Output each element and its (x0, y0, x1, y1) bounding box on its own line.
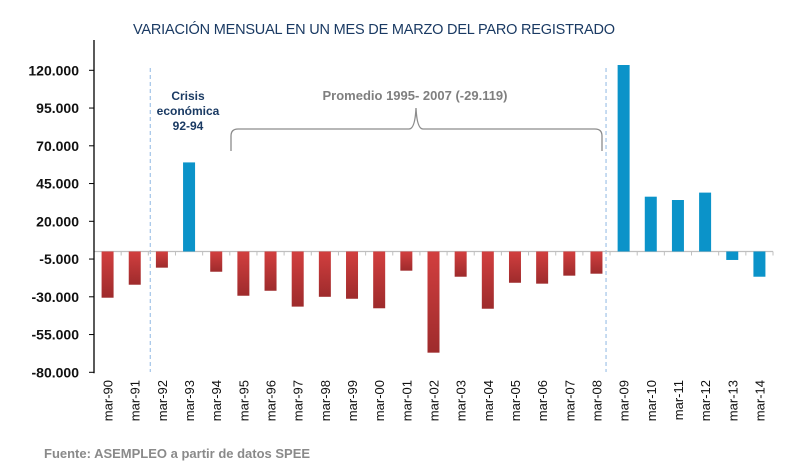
bar-mar-00 (373, 251, 386, 309)
x-tick-label: mar-07 (562, 380, 577, 421)
x-tick-label: mar-05 (508, 380, 523, 421)
y-tick-label: 45.000 (36, 176, 79, 192)
y-axis: 120.000 95.000 70.000 45.000 20.000 -5.000 -30… (28, 40, 95, 380)
x-tick-label: mar-11 (671, 380, 686, 420)
bar-mar-94 (210, 251, 223, 272)
bar-mar-01 (400, 251, 413, 271)
y-tick-label: 120.000 (28, 62, 79, 78)
bar-mar-14 (753, 251, 766, 277)
x-tick-label: mar-13 (725, 380, 740, 421)
y-tick-label: -55.000 (32, 327, 80, 343)
bar-mar-03 (454, 251, 467, 277)
y-tick-label: -80.000 (32, 364, 80, 380)
period-dividers (149, 68, 607, 372)
source-note: Fuente: ASEMPLEO a partir de datos SPEE (44, 446, 311, 461)
x-axis: mar-90 mar-91 mar-92 mar-93 mar-94 mar-95 mar-… (101, 380, 768, 421)
x-tick-label: mar-04 (481, 380, 496, 421)
bar-mar-07 (563, 251, 576, 276)
bar-mar-09 (617, 65, 630, 252)
chart-title: VARIACIÓN MENSUAL EN UN MES DE MARZO DEL… (133, 22, 615, 38)
bar-mar-04 (481, 251, 494, 309)
x-tick-label: mar-00 (372, 380, 387, 421)
crisis-label-line-1: Crisis (171, 89, 205, 103)
x-tick-label: mar-12 (698, 380, 713, 421)
x-tick-label: mar-02 (427, 380, 442, 421)
x-tick-label: mar-92 (155, 380, 170, 421)
bar-mar-95 (237, 251, 250, 296)
y-tick-label: 95.000 (36, 100, 79, 116)
bar-mar-98 (318, 251, 331, 297)
bar-mar-13 (726, 251, 739, 260)
bar-mar-10 (644, 196, 657, 252)
bar-mar-12 (699, 192, 712, 252)
x-tick-label: mar-09 (617, 380, 632, 421)
bars (101, 65, 766, 353)
crisis-label-line-2: económica (157, 104, 220, 118)
x-tick-label: mar-93 (182, 380, 197, 421)
bar-mar-92 (155, 251, 168, 268)
x-tick-label: mar-97 (291, 380, 306, 421)
bar-mar-91 (128, 251, 141, 285)
x-tick-label: mar-10 (644, 380, 659, 421)
x-tick-label: mar-94 (209, 380, 224, 421)
average-label: Promedio 1995- 2007 (-29.119) (323, 88, 508, 103)
y-tick-label: 70.000 (36, 138, 79, 154)
average-brace (230, 107, 603, 151)
x-tick-label: mar-03 (454, 380, 469, 421)
bar-mar-99 (346, 251, 359, 299)
annotations: Crisis económica 92-94 Promedio 1995- 20… (157, 88, 603, 151)
x-tick-label: mar-98 (318, 380, 333, 421)
x-tick-label: mar-90 (101, 380, 116, 421)
bar-mar-11 (671, 200, 684, 252)
bar-mar-90 (101, 251, 114, 298)
bar-mar-96 (264, 251, 277, 291)
y-tick-label: 20.000 (36, 213, 79, 229)
crisis-label-line-3: 92-94 (173, 119, 204, 133)
x-tick-label: mar-08 (590, 380, 605, 421)
x-tick-label: mar-96 (264, 380, 279, 421)
bar-mar-02 (427, 251, 440, 353)
bar-mar-05 (508, 251, 521, 283)
bar-mar-97 (291, 251, 304, 307)
bar-mar-06 (536, 251, 549, 284)
bar-mar-93 (183, 162, 196, 252)
bar-mar-08 (590, 251, 603, 274)
y-tick-label: -5.000 (39, 251, 79, 267)
x-tick-label: mar-99 (345, 380, 360, 421)
y-tick-label: -30.000 (32, 289, 80, 305)
x-tick-label: mar-95 (236, 380, 251, 421)
x-tick-label: mar-91 (128, 380, 143, 421)
x-tick-label: mar-06 (535, 380, 550, 421)
x-tick-label: mar-14 (752, 380, 767, 421)
x-tick-label: mar-01 (399, 380, 414, 421)
